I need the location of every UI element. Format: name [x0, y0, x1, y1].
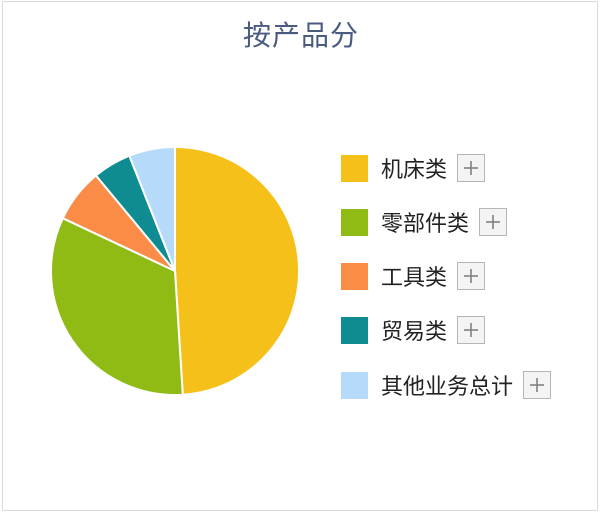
expand-button[interactable]	[457, 262, 486, 290]
legend-label: 工具类	[381, 266, 448, 291]
legend-item-other-business[interactable]: 其他业务总计	[341, 368, 552, 402]
legend-item-trade[interactable]: 贸易类	[341, 313, 486, 347]
expand-button[interactable]	[457, 154, 486, 182]
legend-swatch	[341, 316, 368, 344]
plus-icon	[486, 215, 501, 229]
plus-icon	[464, 161, 479, 175]
expand-button[interactable]	[457, 316, 486, 344]
legend-swatch	[341, 371, 368, 399]
slice-machine-tools[interactable]	[174, 146, 301, 396]
legend-swatch	[341, 262, 368, 290]
slice-parts[interactable]	[49, 217, 184, 396]
expand-button[interactable]	[479, 208, 508, 236]
legend-label: 其他业务总计	[381, 375, 514, 400]
slice-other-business[interactable]	[128, 146, 176, 272]
legend-swatch	[341, 208, 368, 236]
legend-item-parts[interactable]: 零部件类	[341, 205, 508, 239]
legend-item-machine-tools[interactable]: 机床类	[341, 151, 486, 185]
legend-swatch	[341, 154, 368, 182]
plus-icon	[464, 269, 479, 283]
plus-icon	[530, 378, 545, 392]
legend-label: 机床类	[381, 158, 448, 183]
legend-label: 贸易类	[381, 320, 448, 345]
legend-label: 零部件类	[381, 212, 470, 237]
plus-icon	[464, 323, 479, 337]
expand-button[interactable]	[523, 371, 552, 399]
legend-item-tools[interactable]: 工具类	[341, 259, 486, 293]
chart-title: 按产品分	[242, 19, 359, 52]
